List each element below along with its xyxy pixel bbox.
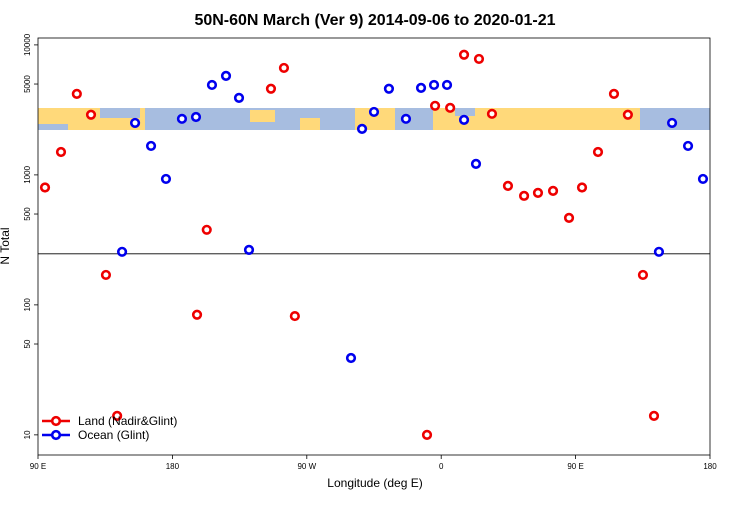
point bbox=[563, 212, 575, 223]
point bbox=[441, 79, 453, 91]
point bbox=[129, 117, 141, 129]
point bbox=[289, 310, 300, 322]
point bbox=[653, 246, 665, 257]
legend-marker bbox=[50, 415, 62, 427]
point bbox=[637, 269, 649, 281]
x-tick-label: 90 W bbox=[297, 462, 316, 471]
legend-marker bbox=[50, 429, 62, 441]
point bbox=[415, 82, 427, 93]
point bbox=[265, 83, 277, 94]
point bbox=[473, 53, 485, 65]
point bbox=[220, 70, 232, 81]
y-tick-label: 100 bbox=[23, 298, 32, 312]
point bbox=[176, 113, 188, 124]
legend-entry: Land (Nadir&Glint) bbox=[42, 414, 177, 428]
point bbox=[191, 309, 203, 320]
point bbox=[682, 140, 694, 152]
point bbox=[666, 117, 678, 129]
point bbox=[502, 180, 514, 191]
point bbox=[547, 185, 559, 197]
point bbox=[160, 173, 172, 185]
y-tick-label: 10 bbox=[23, 430, 32, 439]
point bbox=[486, 108, 498, 119]
map-stripe bbox=[38, 108, 710, 130]
point bbox=[55, 146, 67, 158]
point bbox=[458, 114, 470, 125]
y-tick-label: 5000 bbox=[23, 75, 32, 93]
point bbox=[116, 246, 128, 257]
point bbox=[356, 123, 368, 134]
point bbox=[112, 410, 123, 421]
point bbox=[697, 173, 709, 185]
point bbox=[201, 224, 212, 235]
point bbox=[592, 146, 604, 158]
x-tick-label: 180 bbox=[703, 462, 717, 471]
legend-label: Ocean (Glint) bbox=[78, 428, 149, 442]
y-tick-label: 10000 bbox=[23, 33, 32, 56]
x-axis-label: Longitude (deg E) bbox=[327, 476, 422, 490]
point bbox=[100, 269, 112, 281]
point bbox=[278, 62, 290, 74]
point bbox=[428, 79, 440, 91]
point bbox=[622, 109, 633, 120]
point bbox=[429, 100, 441, 111]
legend-label: Land (Nadir&Glint) bbox=[78, 414, 177, 428]
point bbox=[233, 92, 245, 104]
point bbox=[445, 102, 456, 113]
point bbox=[470, 158, 482, 169]
point bbox=[145, 140, 157, 152]
point bbox=[39, 182, 51, 193]
chart-title: 50N-60N March (Ver 9) 2014-09-06 to 2020… bbox=[194, 12, 555, 29]
point bbox=[368, 106, 380, 118]
point bbox=[458, 49, 470, 60]
point bbox=[648, 410, 660, 421]
point bbox=[383, 83, 395, 94]
point bbox=[71, 88, 82, 99]
point bbox=[421, 429, 433, 440]
x-tick-label: 0 bbox=[439, 462, 444, 471]
plot-frame bbox=[37, 37, 711, 456]
point bbox=[190, 111, 202, 123]
y-tick-label: 500 bbox=[23, 207, 32, 221]
point bbox=[85, 109, 97, 120]
point bbox=[576, 182, 588, 193]
point bbox=[206, 79, 218, 91]
point bbox=[400, 113, 412, 124]
legend-entry: Ocean (Glint) bbox=[42, 428, 149, 442]
point bbox=[532, 187, 544, 198]
y-tick-label: 50 bbox=[23, 339, 32, 348]
x-tick-label: 90 E bbox=[30, 462, 46, 471]
y-axis-label: N Total bbox=[0, 227, 12, 264]
point bbox=[608, 88, 620, 99]
x-tick-label: 90 E bbox=[567, 462, 583, 471]
point bbox=[345, 352, 357, 364]
point bbox=[243, 244, 255, 255]
y-tick-label: 1000 bbox=[23, 165, 32, 183]
x-tick-label: 180 bbox=[166, 462, 180, 471]
point bbox=[518, 190, 530, 201]
